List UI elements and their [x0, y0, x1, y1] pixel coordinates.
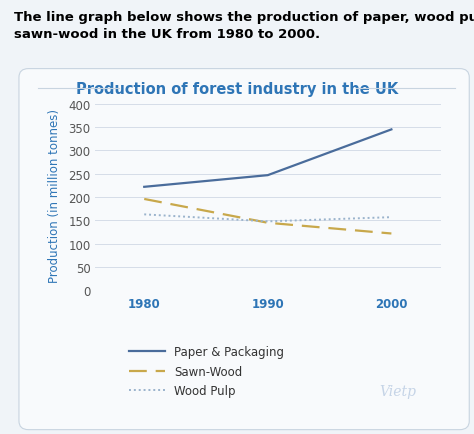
Text: sawn-wood in the UK from 1980 to 2000.: sawn-wood in the UK from 1980 to 2000.: [14, 28, 320, 41]
Text: Vietp: Vietp: [379, 384, 416, 398]
Y-axis label: Production (in million tonnes): Production (in million tonnes): [48, 108, 62, 282]
Text: The line graph below shows the production of paper, wood pulp and: The line graph below shows the productio…: [14, 11, 474, 24]
Text: Production of forest industry in the UK: Production of forest industry in the UK: [76, 82, 398, 96]
Legend: Paper & Packaging, Sawn-Wood, Wood Pulp: Paper & Packaging, Sawn-Wood, Wood Pulp: [124, 341, 289, 402]
